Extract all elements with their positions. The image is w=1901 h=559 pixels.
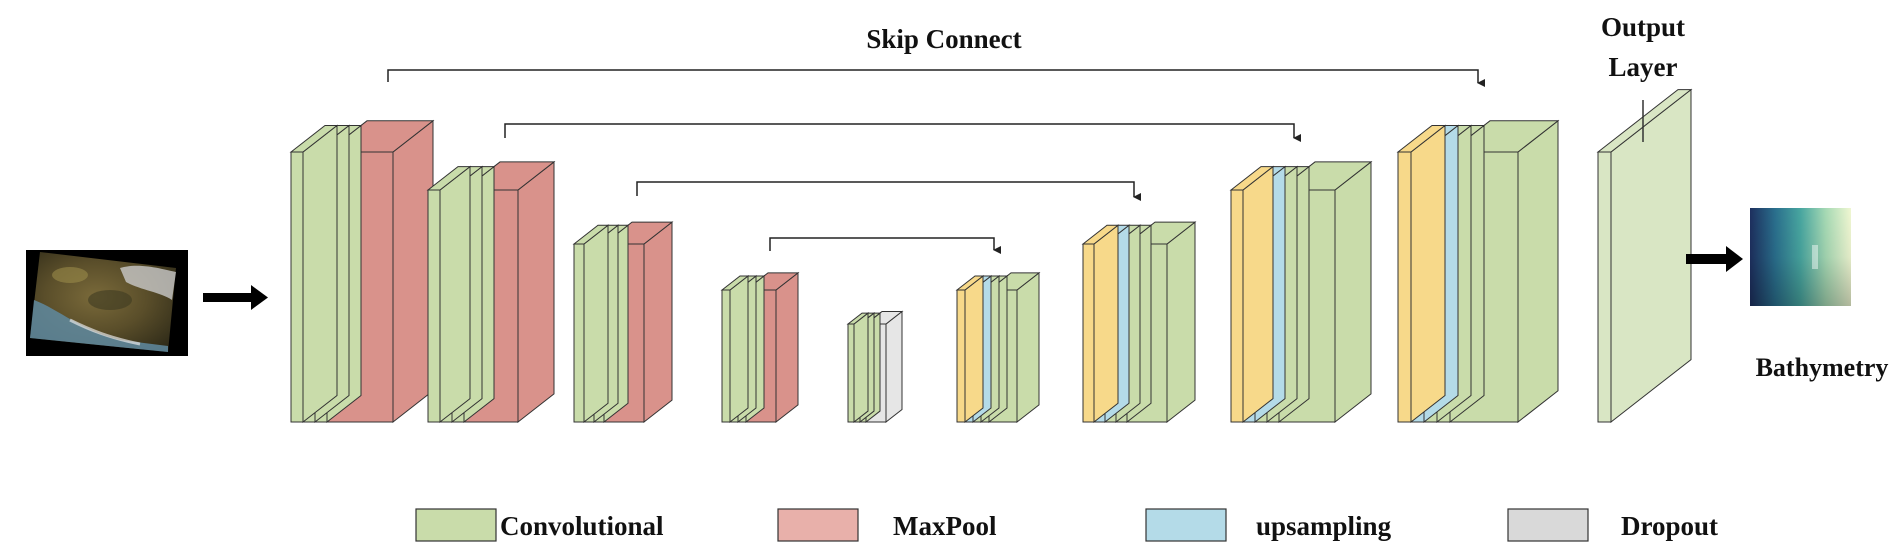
encoder-block-3	[572, 221, 674, 424]
skip-connection-3	[636, 181, 1141, 201]
network-blocks	[289, 88, 1693, 424]
legend-label-dropout: Dropout	[1621, 511, 1718, 541]
encoder-block-1	[289, 119, 435, 424]
output-arrow	[1686, 246, 1743, 272]
input-arrow	[203, 285, 268, 310]
encoder-block-4	[720, 271, 800, 424]
output-layer-block	[1596, 88, 1693, 424]
encoder-block-1-layer-convolutional	[289, 124, 339, 424]
decoder-block-2	[1081, 221, 1197, 424]
skip-connection-1	[387, 69, 1485, 87]
legend-swatch-dropout	[1507, 508, 1589, 542]
decoder-block-4	[1396, 119, 1560, 424]
legend-label-maxpool: MaxPool	[893, 511, 997, 541]
bathymetry-label: Bathymetry	[1756, 353, 1889, 382]
output-layer-label-line1: Output	[1601, 12, 1685, 42]
encoder-block-2-layer-convolutional	[426, 165, 472, 424]
decoder-block-2-layer-concat	[1081, 224, 1120, 424]
skip-connection-2	[504, 123, 1301, 142]
decoder-block-1-layer-concat	[955, 274, 985, 424]
bottleneck-block	[846, 310, 904, 424]
legend-label-convolutional: Convolutional	[500, 511, 664, 541]
decoder-block-1	[955, 271, 1041, 424]
encoder-block-4-layer-convolutional	[720, 274, 750, 424]
decoder-block-3-layer-concat	[1229, 165, 1275, 424]
legend-swatch-upsampling	[1145, 508, 1227, 542]
decoder-block-3	[1229, 160, 1373, 424]
input-satellite-image	[26, 250, 188, 356]
legend: Convolutional MaxPool upsampling Dropout	[415, 508, 1718, 542]
skip-connections	[387, 69, 1485, 254]
output-layer-label-line2: Layer	[1609, 52, 1678, 82]
legend-swatch-maxpool	[777, 508, 859, 542]
encoder-block-3-layer-convolutional	[572, 224, 610, 424]
bathymetry-output-image	[1750, 208, 1851, 306]
skip-connect-label: Skip Connect	[866, 24, 1021, 54]
output-layer-block-layer-output	[1596, 88, 1693, 424]
legend-swatch-convolutional	[415, 508, 497, 542]
skip-connection-4	[769, 237, 1001, 254]
legend-label-upsampling: upsampling	[1256, 511, 1392, 541]
decoder-block-4-layer-concat	[1396, 124, 1447, 424]
bottleneck-block-layer-convolutional	[846, 312, 870, 424]
encoder-block-2	[426, 160, 556, 424]
